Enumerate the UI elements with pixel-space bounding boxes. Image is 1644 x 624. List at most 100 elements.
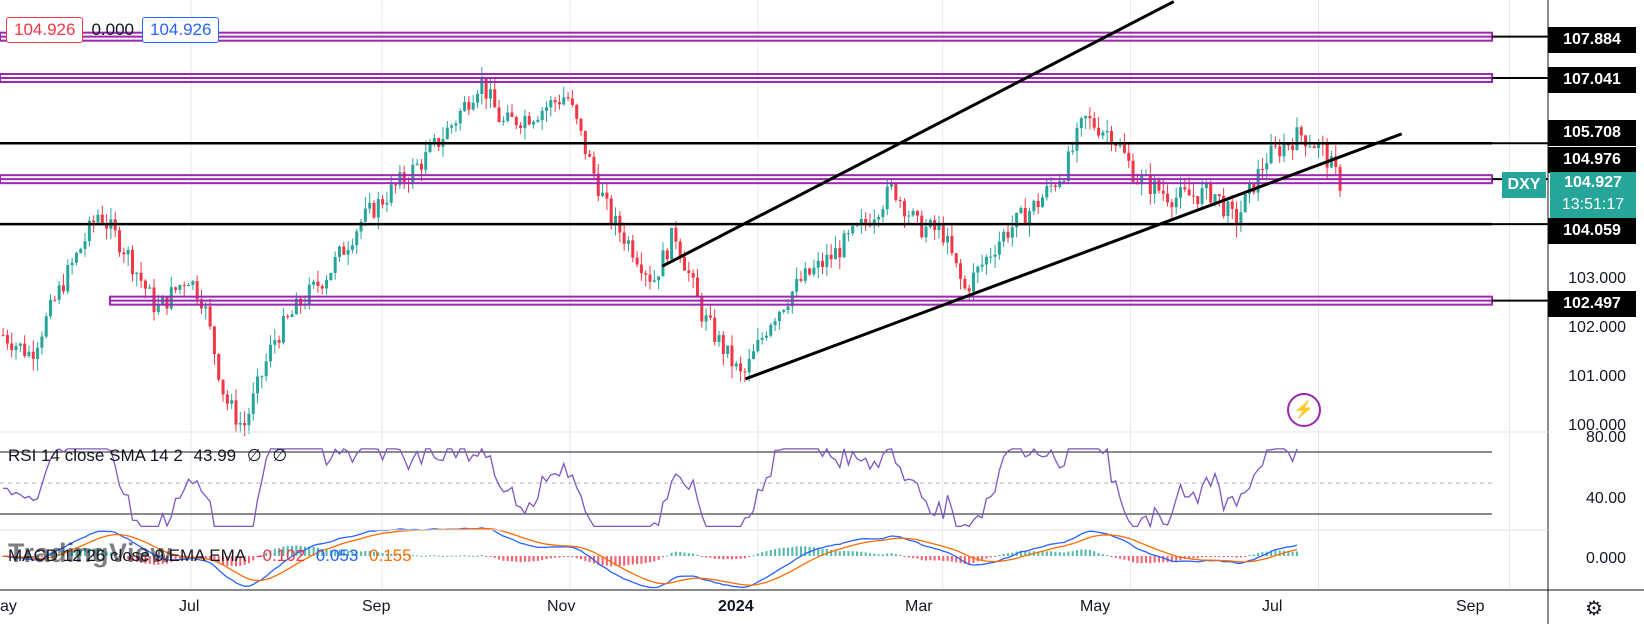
candle-body bbox=[66, 265, 70, 292]
candle-body bbox=[346, 249, 350, 255]
candle-body bbox=[536, 119, 540, 122]
candle-body bbox=[204, 306, 208, 309]
candle-body bbox=[829, 254, 833, 260]
macd-histogram-bar bbox=[1188, 556, 1191, 559]
macd-histogram-bar bbox=[618, 556, 621, 566]
macd-histogram-bar bbox=[920, 556, 923, 561]
macd-histogram-bar bbox=[739, 556, 742, 559]
candle-body bbox=[217, 354, 221, 380]
macd-histogram-bar bbox=[342, 550, 345, 556]
candle-body bbox=[1088, 116, 1092, 119]
macd-histogram-bar bbox=[1287, 551, 1290, 556]
candle-body bbox=[238, 423, 242, 425]
candle-body bbox=[1045, 185, 1049, 198]
candle-body bbox=[1062, 180, 1066, 182]
trend-line bbox=[661, 0, 1175, 268]
macd-histogram-bar bbox=[644, 556, 647, 564]
macd-histogram-bar bbox=[804, 546, 807, 556]
candle-body bbox=[31, 351, 35, 359]
macd-histogram-bar bbox=[1006, 553, 1009, 556]
buy-price[interactable]: 104.926 bbox=[142, 17, 220, 43]
candle-body bbox=[687, 270, 691, 274]
macd-histogram-bar bbox=[1028, 551, 1031, 556]
macd-histogram-bar bbox=[545, 556, 548, 560]
macd-histogram-bar bbox=[217, 556, 220, 564]
macd-histogram-bar bbox=[972, 556, 975, 563]
macd-histogram-bar bbox=[122, 556, 125, 559]
macd-histogram-bar bbox=[1071, 551, 1074, 556]
candle-body bbox=[316, 281, 320, 286]
candle-body bbox=[273, 340, 277, 345]
candle-body bbox=[79, 248, 83, 254]
macd-histogram-bar bbox=[178, 556, 181, 560]
candle-body bbox=[1265, 163, 1269, 170]
candle-body bbox=[592, 156, 596, 174]
candle-body bbox=[325, 280, 329, 289]
macd-histogram-bar bbox=[726, 556, 729, 559]
level-tag: 107.884 bbox=[1548, 27, 1636, 53]
settings-gear-icon[interactable]: ⚙ bbox=[1585, 598, 1603, 620]
candle-body bbox=[1131, 160, 1135, 182]
lightning-alert-icon[interactable]: ⚡ bbox=[1287, 393, 1321, 427]
macd-histogram-bar bbox=[666, 555, 669, 557]
last-price-tag: 104.927 13:51:17 bbox=[1550, 172, 1636, 218]
macd-histogram-bar bbox=[433, 555, 436, 557]
macd-histogram-bar bbox=[916, 556, 919, 559]
macd-histogram-bar bbox=[269, 550, 272, 556]
candle-body bbox=[1308, 146, 1312, 148]
macd-histogram-bar bbox=[291, 545, 294, 556]
macd-histogram-bar bbox=[511, 556, 514, 562]
macd-histogram-bar bbox=[955, 556, 958, 563]
rsi-legend[interactable]: RSI 14 close SMA 14 2 43.99 ∅ ∅ bbox=[8, 446, 293, 466]
candle-body bbox=[277, 340, 281, 343]
quote-header: 104.926 0.000 104.926 bbox=[6, 17, 220, 43]
macd-signal-line bbox=[3, 528, 1298, 586]
candle-body bbox=[911, 210, 915, 216]
macd-histogram-bar bbox=[1278, 550, 1281, 556]
price-tick: 103.000 bbox=[1568, 270, 1626, 287]
macd-histogram-bar bbox=[614, 556, 617, 566]
macd-histogram-bar bbox=[364, 551, 367, 556]
candle-body bbox=[488, 89, 492, 99]
macd-histogram-bar bbox=[1231, 556, 1234, 557]
candle-body bbox=[859, 218, 863, 225]
macd-histogram-bar bbox=[312, 546, 315, 556]
macd-histogram-bar bbox=[347, 551, 350, 556]
macd-histogram-bar bbox=[700, 556, 703, 557]
candle-body bbox=[609, 198, 613, 225]
candle-body bbox=[256, 376, 260, 394]
candle-body bbox=[1148, 174, 1152, 194]
candle-body bbox=[631, 240, 635, 258]
candle-body bbox=[1187, 189, 1191, 196]
macd-histogram-bar bbox=[45, 554, 48, 556]
macd-histogram-bar bbox=[627, 556, 630, 565]
candle-body bbox=[230, 400, 234, 404]
candle-body bbox=[368, 202, 372, 209]
macd-histogram-bar bbox=[743, 556, 746, 559]
macd-histogram-bar bbox=[709, 556, 712, 558]
candlestick-series bbox=[1, 66, 1342, 437]
candle-body bbox=[683, 256, 687, 271]
candle-body bbox=[989, 256, 993, 258]
macd-histogram-bar bbox=[282, 546, 285, 556]
macd-histogram-bar bbox=[1196, 556, 1199, 559]
macd-histogram-bar bbox=[450, 555, 453, 557]
macd-histogram-bar bbox=[567, 556, 570, 557]
sell-price[interactable]: 104.926 bbox=[6, 17, 84, 43]
level-tag: 102.497 bbox=[1548, 291, 1636, 317]
macd-histogram-bar bbox=[1132, 556, 1135, 563]
candle-body bbox=[1097, 127, 1101, 136]
candle-body bbox=[178, 285, 182, 290]
candle-body bbox=[394, 184, 398, 186]
macd-histogram-bar bbox=[778, 548, 781, 556]
candle-body bbox=[195, 281, 199, 300]
candle-body bbox=[907, 215, 911, 217]
macd-histogram-bar bbox=[92, 548, 95, 556]
candle-body bbox=[920, 215, 924, 238]
macd-histogram-bar bbox=[679, 551, 682, 556]
candle-body bbox=[795, 278, 799, 292]
macd-histogram-bar bbox=[1101, 554, 1104, 556]
candle-body bbox=[674, 227, 678, 242]
macd-legend[interactable]: MACD 12 26 close 9 EMA EMA -0.102 0.053 … bbox=[8, 546, 418, 566]
